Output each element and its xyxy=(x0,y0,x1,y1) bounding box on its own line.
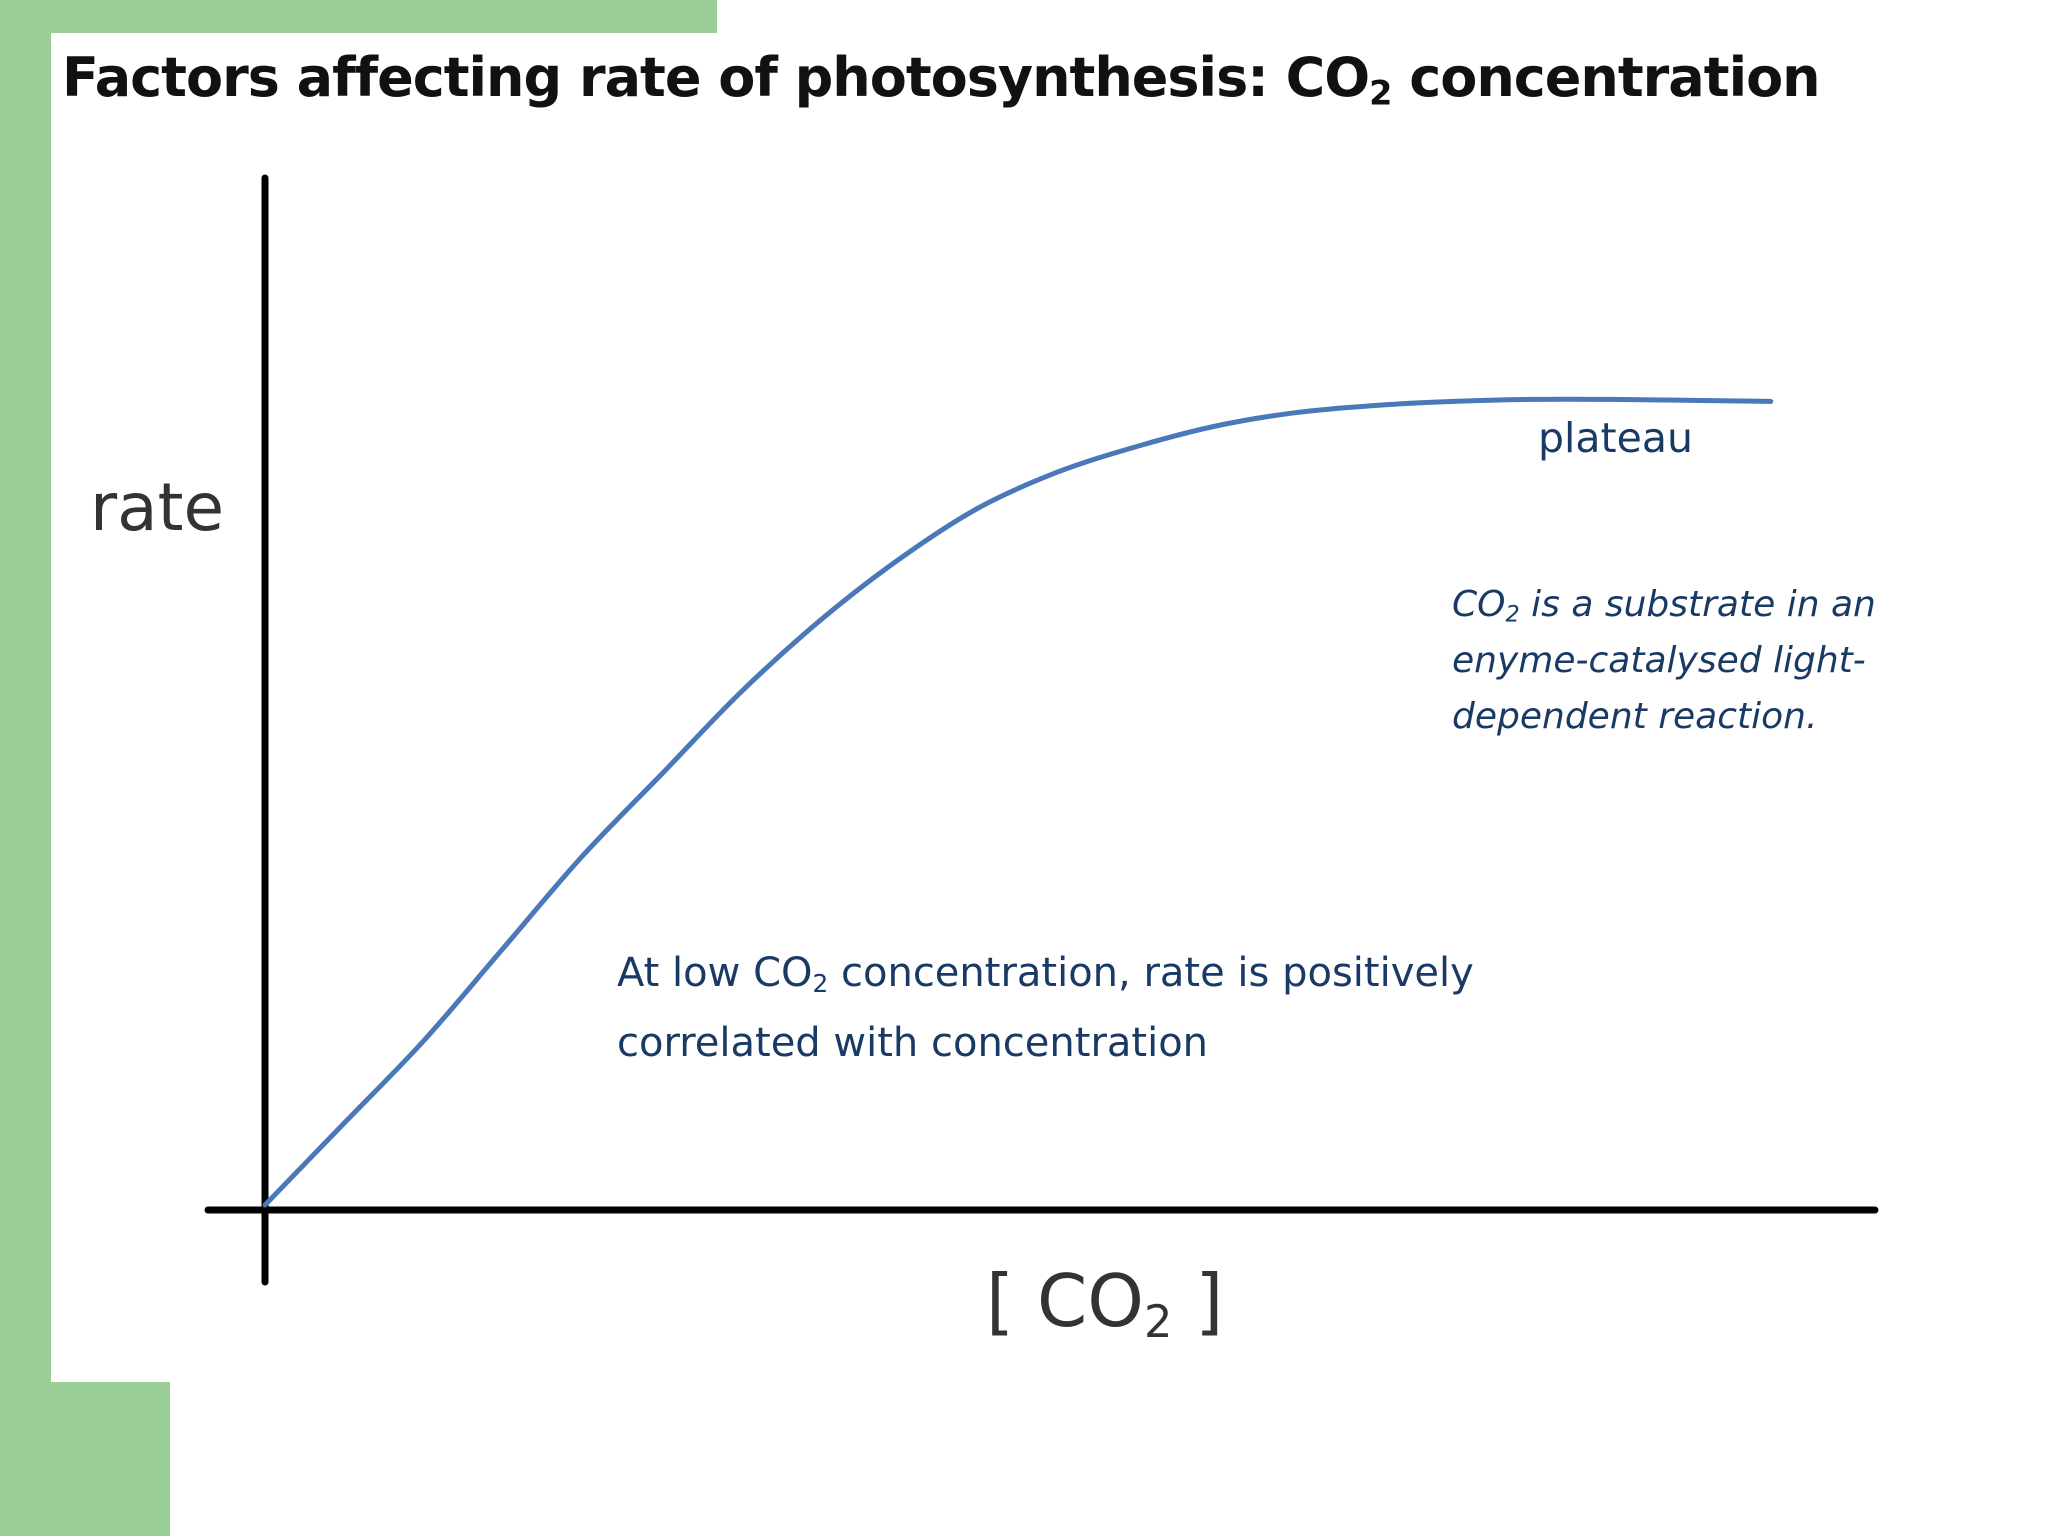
green-accent-bottom xyxy=(0,1382,170,1536)
series-line-rate xyxy=(262,396,1774,1208)
substrate-prefix: CO xyxy=(1452,584,1506,625)
green-accent-left xyxy=(0,0,51,1382)
x-label-close-bracket: ] xyxy=(1195,1259,1224,1343)
x-label-text: CO xyxy=(1036,1259,1144,1343)
low-prefix: At low CO xyxy=(617,950,813,996)
low-suffix: concentration, rate is positively correl… xyxy=(617,950,1474,1066)
green-accent-top xyxy=(0,0,717,33)
low-subscript: 2 xyxy=(812,969,829,999)
substrate-suffix: is a substrate in an enyme-catalysed lig… xyxy=(1452,584,1876,737)
substrate-subscript: 2 xyxy=(1505,601,1520,628)
x-label-subscript: 2 xyxy=(1143,1296,1173,1349)
annotation-substrate: CO2 is a substrate in an enyme-catalysed… xyxy=(1452,577,1932,745)
title-subscript: 2 xyxy=(1369,73,1392,113)
title-prefix: Factors affecting rate of photosynthesis… xyxy=(62,46,1370,109)
page-title: Factors affecting rate of photosynthesis… xyxy=(62,36,1821,120)
annotation-low-concentration: At low CO2 concentration, rate is positi… xyxy=(617,938,1487,1078)
title-suffix: concentration xyxy=(1391,46,1820,109)
x-label-open-bracket: [ xyxy=(986,1259,1015,1343)
annotation-plateau: plateau xyxy=(1538,414,1693,462)
x-axis-label: [ CO2 ] xyxy=(986,1256,1223,1346)
y-axis-label: rate xyxy=(90,469,225,546)
